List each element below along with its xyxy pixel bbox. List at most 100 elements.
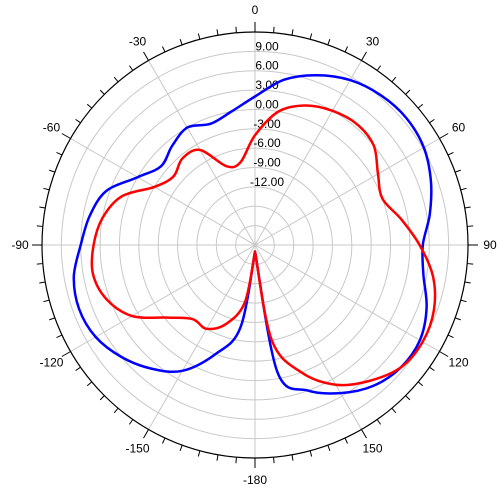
angle-tick-mark [197,450,201,457]
angle-tick-mark [273,457,275,464]
angle-tick-mark [464,281,471,284]
angle-tick-mark [405,89,411,95]
angle-tick-labels: 0 30 60 90 120 150 -180 -150 -120 -90 -60 -30 [11,3,497,487]
angle-tick-mark [128,419,134,425]
angle-tick-mark [61,133,71,139]
grid-ring [60,50,450,440]
angle-label: 30 [366,34,380,48]
angle-tick-mark [460,187,467,191]
grid-spoke [254,244,362,430]
angle-label: -30 [129,34,147,48]
angle-label: 90 [483,238,497,252]
angle-label: -180 [243,473,267,487]
grid-ring [118,108,392,382]
angle-label: 120 [449,356,469,370]
series-line-1 [72,73,433,395]
angle-tick-mark [128,65,134,71]
angle-tick-mark [75,118,81,124]
grid-ring [177,167,333,323]
angle-tick-mark [39,206,46,209]
angle-tick-mark [439,133,449,139]
angle-tick-mark [49,317,56,321]
angle-tick-mark [327,39,331,46]
angle-tick-mark [113,76,119,83]
outer-tick-marks [32,22,478,468]
grid-spoke [254,244,440,352]
angle-tick-mark [327,444,331,451]
angle-tick-mark [216,29,219,36]
grid-ring [157,147,353,343]
angle-tick-mark [56,334,63,339]
angle-tick-mark [143,51,149,61]
angle-tick-mark [376,65,382,71]
angle-tick-mark [86,381,93,387]
angle-tick-mark [56,151,63,156]
angle-label: 150 [362,442,382,456]
angle-tick-mark [439,351,449,357]
angle-tick-mark [43,299,50,303]
grid-spoke [70,244,256,352]
angle-label: -120 [39,356,63,370]
angle-tick-mark [361,429,367,439]
angle-tick-mark [344,46,349,53]
angle-tick-mark [36,263,43,265]
angle-tick-mark [197,33,201,40]
angle-tick-mark [467,263,474,265]
angle-tick-mark [99,89,105,95]
angle-tick-mark [216,454,219,461]
angle-label: -60 [43,121,61,135]
angle-tick-mark [291,29,294,36]
angle-tick-mark [467,225,474,227]
grid-spoke [254,60,362,246]
angle-tick-mark [344,437,349,444]
angle-tick-mark [179,39,183,46]
angle-tick-mark [391,76,397,83]
series-lines [72,73,437,395]
angle-tick-mark [405,395,411,401]
angle-tick-mark [235,457,237,464]
angle-tick-mark [447,151,454,156]
angle-tick-mark [235,26,237,33]
angle-label: -90 [11,238,29,252]
radial-label: 3.00 [255,78,279,92]
angle-tick-mark [43,187,50,191]
angle-tick-mark [39,281,46,284]
angle-tick-mark [429,366,435,372]
angle-tick-mark [460,299,467,303]
angle-tick-mark [143,429,149,439]
angle-label: 60 [452,121,466,135]
angle-tick-mark [161,437,166,444]
angle-tick-mark [291,454,294,461]
angle-tick-mark [161,46,166,53]
grid-ring [99,89,411,401]
radial-label: 6.00 [255,59,279,73]
radial-label: -9.00 [253,156,281,170]
radial-label: -6.00 [253,136,281,150]
angle-tick-mark [36,225,43,227]
grid-ring [215,205,295,285]
radial-label: 0.00 [255,97,279,111]
angle-tick-mark [447,334,454,339]
angle-tick-mark [361,51,367,61]
angle-tick-mark [86,103,93,109]
grid-spoke [148,60,256,246]
grid-ring [138,128,372,362]
angle-tick-mark [179,444,183,451]
radial-label: -3.00 [253,117,281,131]
grid-spoke [148,244,256,430]
angle-tick-mark [429,118,435,124]
angle-tick-mark [391,407,397,414]
angle-tick-mark [309,33,313,40]
radial-label: 9.00 [255,39,279,53]
radial-label: -12.00 [250,175,284,189]
angle-tick-mark [75,366,81,372]
grid-spoke [254,138,440,246]
angle-tick-mark [113,407,119,414]
angle-tick-mark [417,103,424,109]
angle-tick-mark [309,450,313,457]
angle-tick-mark [454,169,461,173]
angle-tick-mark [464,206,471,209]
grid-spoke [70,138,256,246]
angle-tick-mark [49,169,56,173]
